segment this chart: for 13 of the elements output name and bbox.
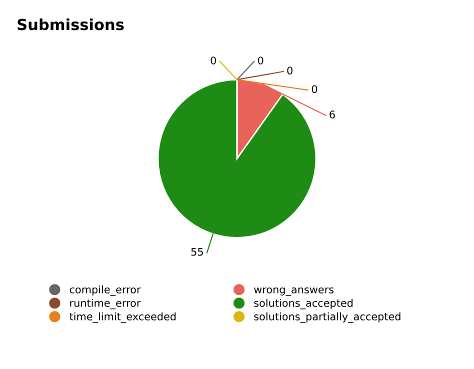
text: 0 <box>258 56 264 64</box>
legend-label: solutions_partially_accepted <box>254 312 400 323</box>
text: 0 <box>287 66 292 74</box>
data-label: 55 <box>191 248 203 256</box>
legend-label: compile_error <box>70 285 141 296</box>
text: 0 <box>210 56 216 64</box>
text: 0 <box>312 85 318 94</box>
legend-label: wrong_answers <box>254 287 334 296</box>
data-label: 6 <box>330 110 335 118</box>
legend-label: runtime_error <box>70 298 141 310</box>
chart-title: Submissions <box>18 18 124 30</box>
legend-label: time_limit_exceeded <box>70 312 176 323</box>
legend-label: solutions_accepted <box>254 298 353 310</box>
